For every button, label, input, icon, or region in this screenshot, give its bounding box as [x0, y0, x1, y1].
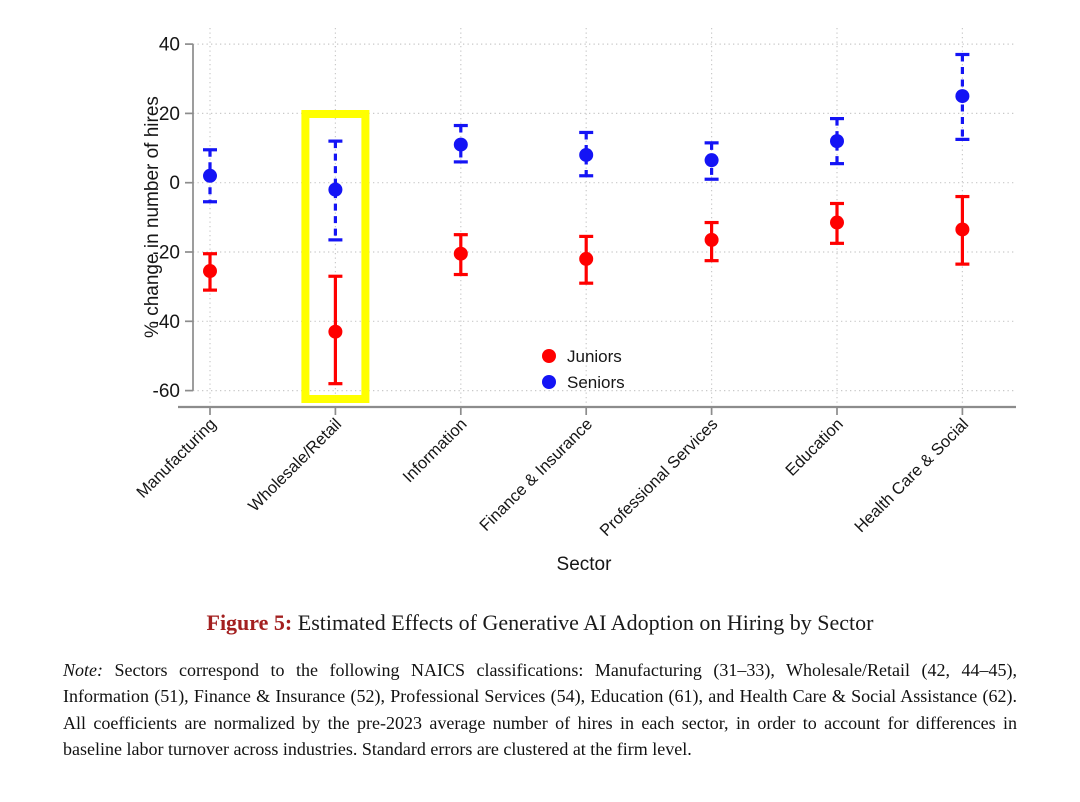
highlight-box-wholesale-retail	[301, 110, 370, 403]
figure-note-label: Note:	[63, 660, 103, 680]
svg-text:20: 20	[159, 104, 180, 125]
svg-text:40: 40	[159, 35, 180, 56]
svg-text:-40: -40	[153, 312, 180, 333]
svg-text:Manufacturing: Manufacturing	[133, 415, 220, 502]
svg-text:Juniors: Juniors	[567, 347, 622, 366]
svg-text:Information: Information	[400, 415, 471, 486]
point-seniors	[955, 89, 970, 104]
svg-text:0: 0	[169, 173, 180, 194]
point-seniors	[453, 137, 468, 152]
point-seniors	[579, 147, 594, 162]
svg-text:Wholesale/Retail: Wholesale/Retail	[245, 415, 345, 515]
figure-note: Note: Sectors correspond to the followin…	[63, 657, 1017, 763]
figure-note-text: Sectors correspond to the following NAIC…	[63, 660, 1017, 760]
point-juniors	[579, 251, 594, 266]
point-juniors	[704, 232, 719, 247]
point-seniors	[704, 153, 719, 168]
point-seniors	[830, 134, 844, 149]
svg-text:-20: -20	[153, 243, 180, 264]
point-juniors	[830, 215, 844, 230]
svg-text:Health Care & Social: Health Care & Social	[851, 415, 972, 536]
hiring-effects-chart: 40 20 0 -20 -40 -60 Manufacturing Wholesale/Ret…	[133, 28, 1016, 575]
point-juniors	[453, 246, 468, 261]
chart-canvas: 40 20 0 -20 -40 -60 Manufacturing Wholesale/Ret…	[133, 28, 1016, 575]
svg-text:Sector: Sector	[557, 554, 613, 575]
point-juniors	[203, 264, 217, 279]
figure-caption-text: Estimated Effects of Generative AI Adopt…	[292, 610, 874, 635]
figure-caption: Figure 5: Estimated Effects of Generativ…	[0, 610, 1080, 636]
svg-text:Seniors: Seniors	[567, 373, 625, 392]
point-seniors	[203, 168, 217, 183]
svg-text:% change in number of hires: % change in number of hires	[142, 96, 163, 338]
svg-text:Finance & Insurance: Finance & Insurance	[476, 415, 596, 535]
point-juniors	[955, 222, 970, 237]
point-juniors	[328, 324, 343, 339]
svg-text:Professional Services: Professional Services	[597, 415, 722, 540]
figure-caption-label: Figure 5:	[206, 610, 293, 635]
point-seniors	[328, 182, 343, 197]
svg-text:Education: Education	[782, 415, 847, 480]
svg-text:-60: -60	[153, 381, 180, 402]
